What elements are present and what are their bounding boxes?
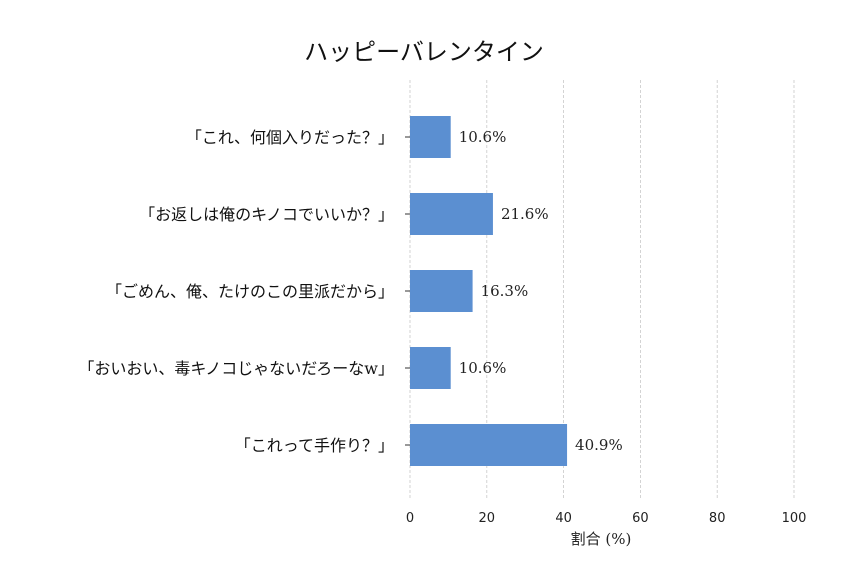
chart-title: ハッピーバレンタイン: [304, 38, 544, 66]
bar: [410, 193, 493, 235]
data-label: 40.9%: [575, 436, 623, 454]
value-labels: 10.6% 21.6% 16.3% 10.6% 40.9%: [459, 128, 623, 454]
data-label: 10.6%: [459, 359, 507, 377]
x-axis: 0 20 40 60 80 100: [406, 511, 807, 526]
x-tick-label: 100: [782, 511, 807, 526]
category-label: 「ごめん、俺、たけのこの里派だから」: [106, 282, 394, 301]
bar: [410, 270, 473, 312]
category-labels: 「これ、何個入りだった？」「お返しは俺のキノコでいいか？」「ごめん、俺、たけのこ…: [78, 128, 394, 455]
bars: [405, 116, 568, 466]
bar: [410, 347, 451, 389]
category-label: 「これ、何個入りだった？」: [186, 128, 394, 147]
x-axis-label: 割合 (%): [571, 530, 632, 548]
category-label: 「おいおい、毒キノコじゃないだろーなw」: [78, 359, 394, 378]
x-tick-label: 60: [632, 511, 649, 526]
bar: [410, 424, 568, 466]
x-tick-label: 20: [479, 511, 496, 526]
data-label: 10.6%: [459, 128, 507, 146]
x-tick-label: 0: [406, 511, 414, 526]
x-tick-label: 40: [555, 511, 572, 526]
category-label: 「これって手作り？」: [235, 436, 394, 455]
data-label: 16.3%: [481, 282, 529, 300]
x-tick-label: 80: [709, 511, 726, 526]
data-label: 21.6%: [501, 205, 549, 223]
bar: [410, 116, 451, 158]
category-label: 「お返しは俺のキノコでいいか？」: [139, 205, 394, 224]
